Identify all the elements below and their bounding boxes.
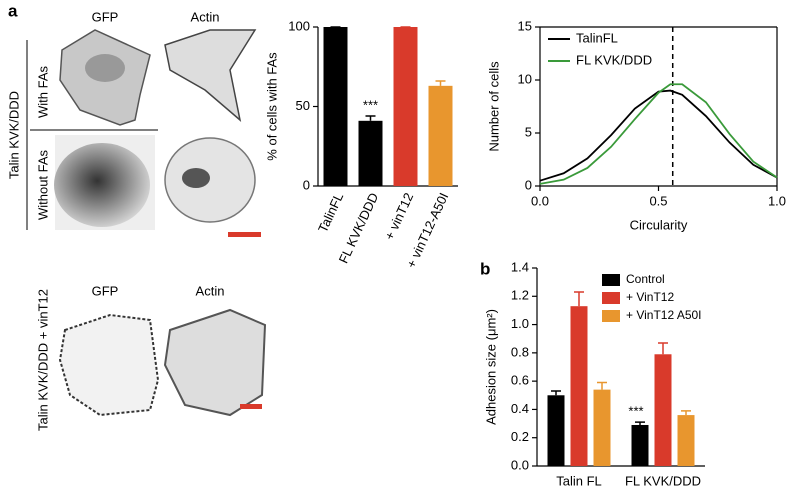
- y-axis-label: % of cells with FAs: [264, 52, 279, 161]
- bar: [677, 415, 695, 466]
- column-label: Actin: [196, 283, 225, 298]
- y-tick-label: 50: [296, 98, 310, 113]
- legend-label: FL KVK/DDD: [576, 52, 652, 67]
- y-tick-label: 1.4: [511, 259, 529, 274]
- bar: [593, 389, 611, 466]
- y-tick-label: 1.2: [511, 288, 529, 303]
- cell-image: [85, 54, 125, 82]
- legend-label: + VinT12 A50I: [626, 308, 702, 322]
- cell-image: [182, 168, 210, 188]
- x-tick-label: Talin FL: [556, 473, 602, 488]
- error-bar: [574, 291, 584, 307]
- row-label: With FAs: [35, 66, 50, 119]
- bar: [547, 395, 565, 466]
- bar: [428, 85, 453, 186]
- bar: [358, 120, 383, 186]
- y-axis-label: Number of cells: [486, 61, 501, 152]
- annotation: ***: [363, 97, 378, 112]
- error-bar: [681, 410, 691, 416]
- error-bar: [365, 115, 376, 121]
- panel-label: b: [480, 259, 490, 278]
- y-tick-label: 0.6: [511, 373, 529, 388]
- y-tick-label: 0.0: [511, 457, 529, 472]
- y-axis-label: Adhesion size (μm²): [483, 309, 498, 425]
- bar: [570, 306, 588, 466]
- y-tick-label: 1.0: [511, 316, 529, 331]
- y-tick-label: 100: [288, 18, 310, 33]
- x-tick-label: TalinFL: [315, 190, 346, 234]
- micrographs: GFP Actin With FAs Without FAs Talin KVK…: [6, 9, 267, 431]
- cell-image: [54, 143, 150, 227]
- bar: [393, 27, 418, 186]
- legend-label: + VinT12: [626, 290, 674, 304]
- y-tick-label: 0: [525, 177, 532, 192]
- cell-image: [164, 137, 256, 223]
- line-series: [539, 89, 778, 182]
- x-tick-label: 1.0: [768, 193, 786, 208]
- row-label: Without FAs: [35, 149, 50, 220]
- error-bar: [551, 390, 561, 396]
- column-label: GFP: [92, 283, 119, 298]
- x-tick-label: FL KVK/DDD: [625, 473, 701, 488]
- x-tick-label: + vinT12: [382, 190, 417, 242]
- cell-image: [163, 308, 267, 417]
- cell-image: [164, 29, 257, 122]
- legend-swatch: [602, 292, 620, 304]
- scale-bar: [228, 232, 261, 237]
- row-label: Talin KVK/DDD + vinT12: [35, 289, 50, 431]
- line-series: [539, 83, 778, 185]
- y-tick-label: 10: [518, 71, 532, 86]
- scale-bar: [240, 404, 262, 409]
- bar: [631, 424, 649, 466]
- error-bar: [435, 80, 446, 86]
- legend-swatch: [602, 274, 620, 286]
- legend-swatch: [602, 310, 620, 322]
- column-label: Actin: [191, 9, 220, 24]
- x-tick-label: 0.5: [649, 193, 667, 208]
- group-label: Talin KVK/DDD: [6, 91, 21, 179]
- y-tick-label: 0.4: [511, 401, 529, 416]
- y-tick-label: 0: [303, 177, 310, 192]
- x-axis-label: Circularity: [630, 217, 688, 232]
- y-tick-label: 0.8: [511, 344, 529, 359]
- error-bar: [658, 342, 668, 355]
- y-tick-label: 0.2: [511, 429, 529, 444]
- error-bar: [635, 421, 645, 425]
- y-tick-label: 5: [525, 124, 532, 139]
- cell-image: [58, 313, 160, 417]
- legend-label: Control: [626, 272, 665, 286]
- bar: [654, 354, 672, 466]
- panel-label: a: [8, 1, 18, 20]
- column-label: GFP: [92, 9, 119, 24]
- annotation: ***: [628, 404, 643, 419]
- bar: [323, 27, 348, 186]
- legend-label: TalinFL: [576, 30, 618, 45]
- x-tick-label: 0.0: [531, 193, 549, 208]
- error-bar: [597, 381, 607, 390]
- y-tick-label: 15: [518, 18, 532, 33]
